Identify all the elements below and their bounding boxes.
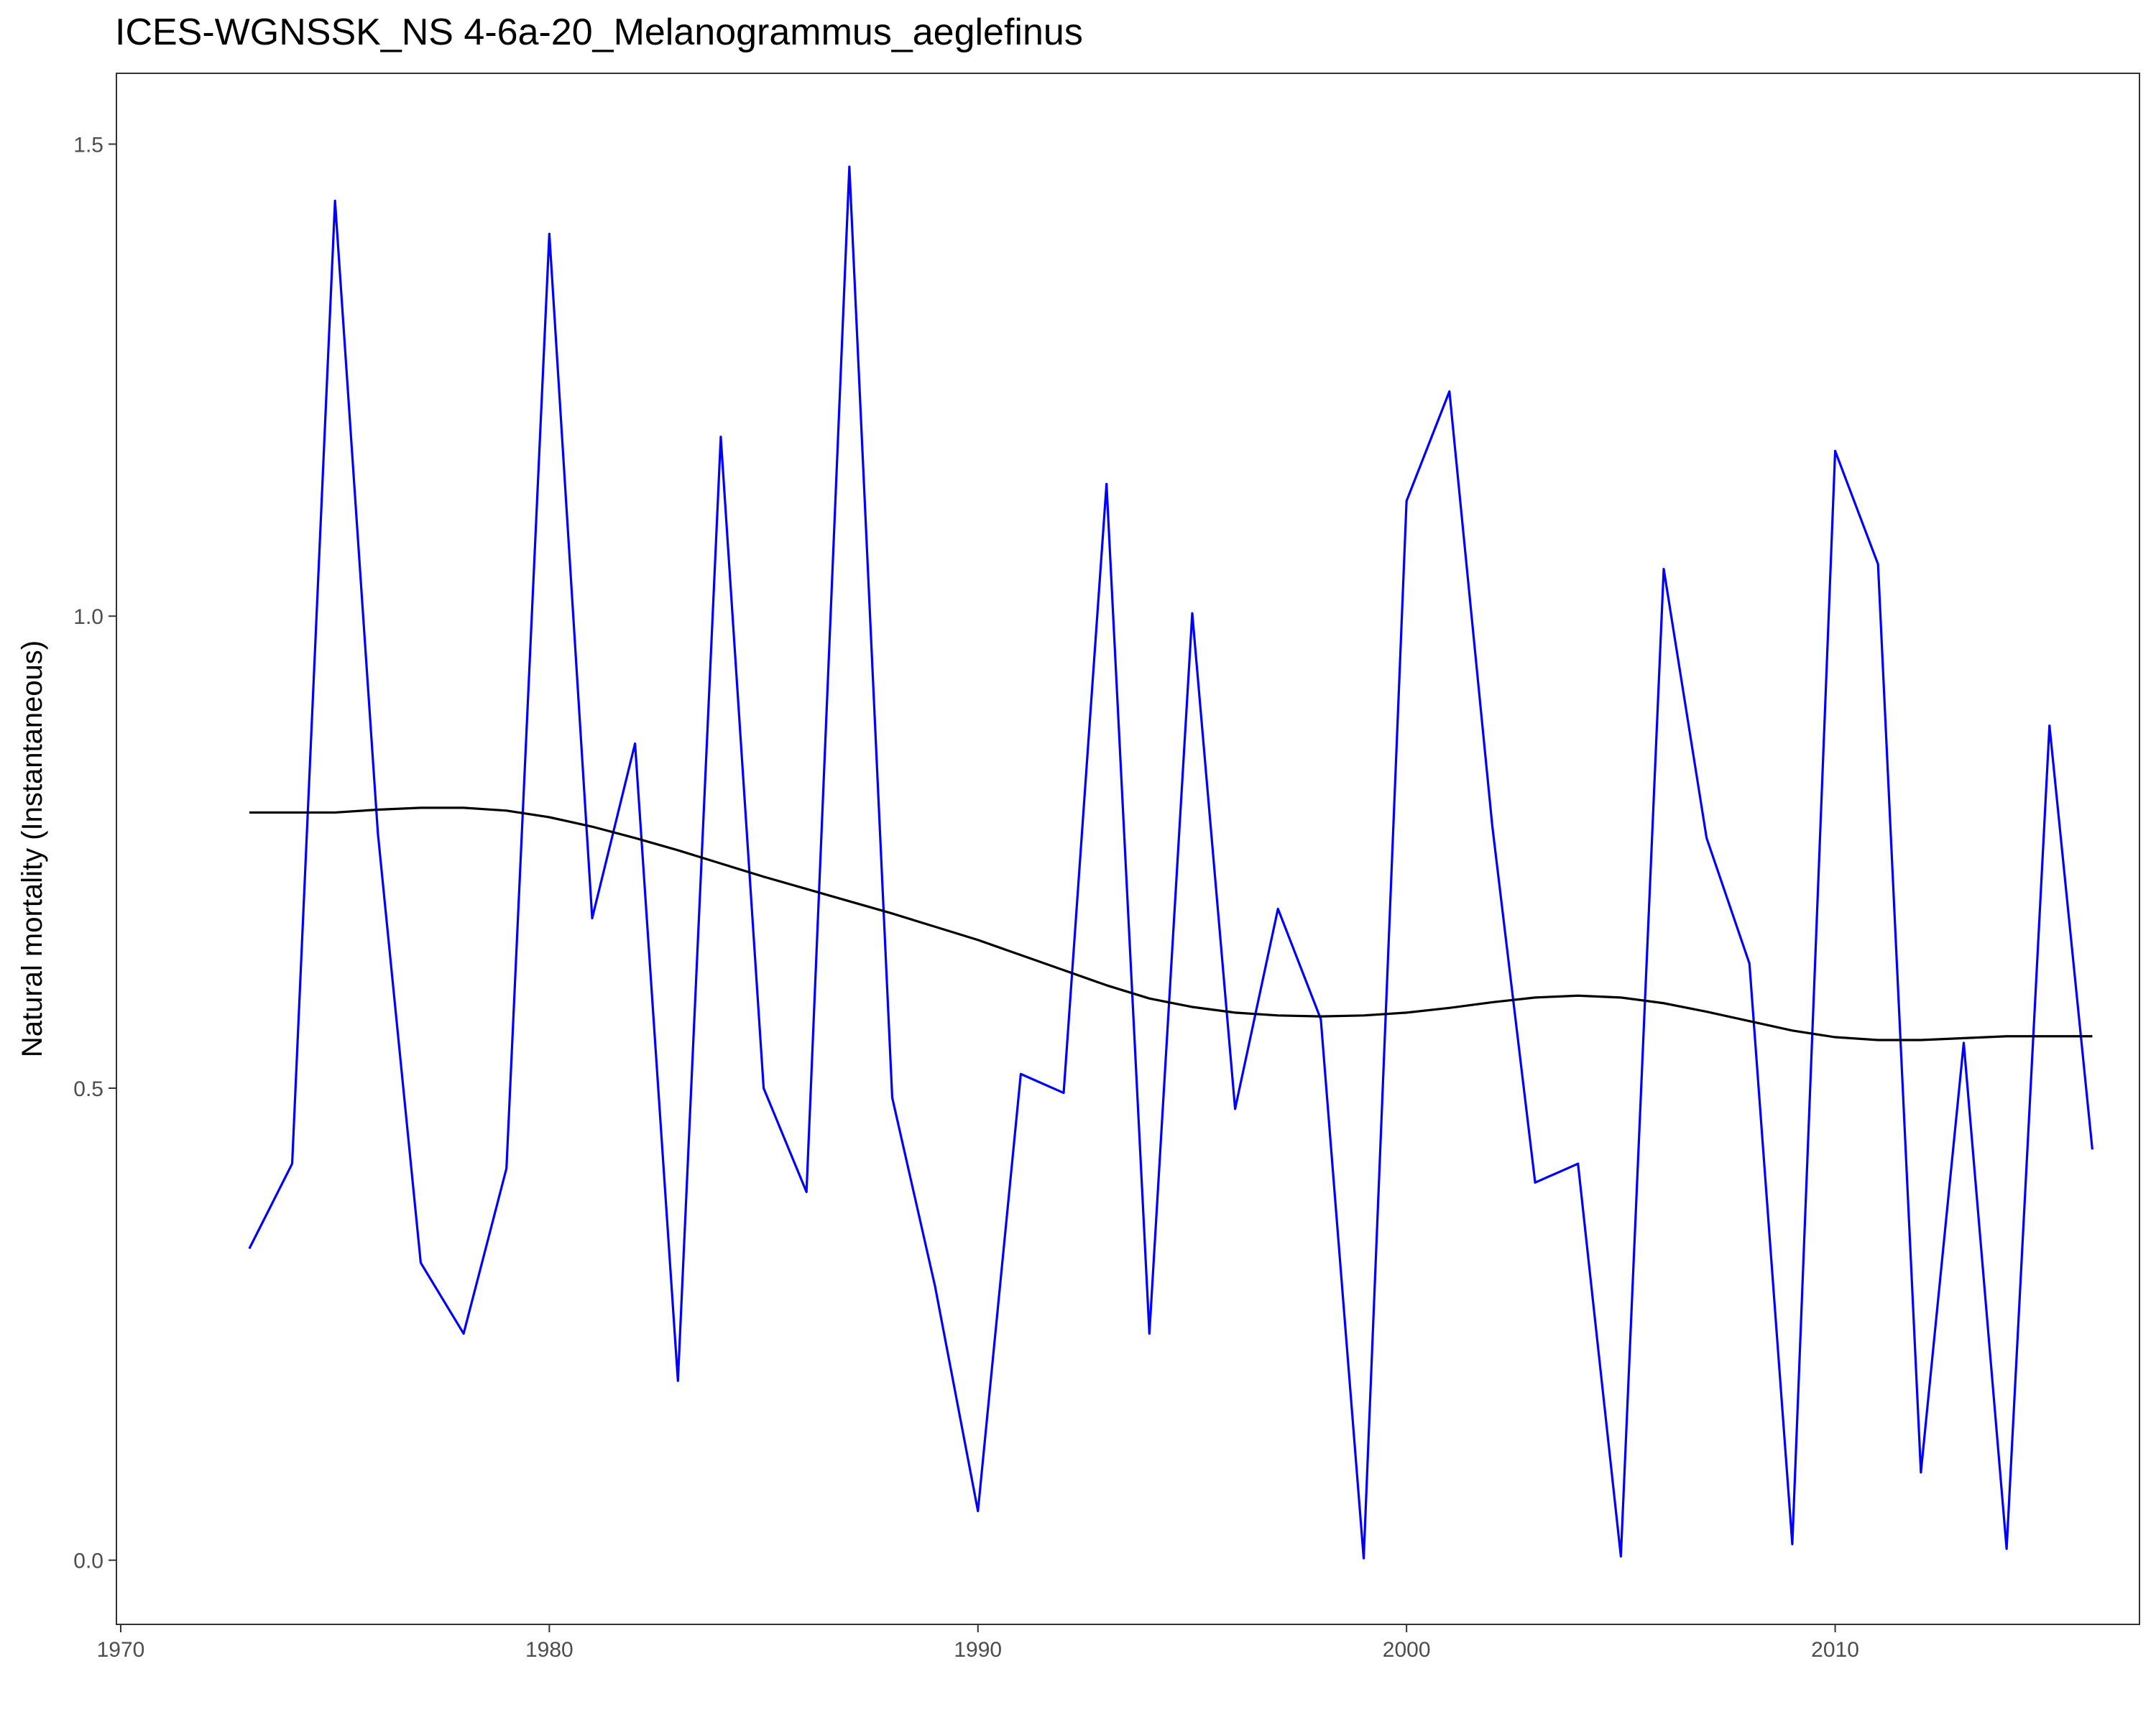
y-axis-title: Natural mortality (Instantaneous) [17,640,48,1057]
series-line-annual [248,165,2093,1560]
x-tick-label: 2010 [1811,1638,1859,1662]
y-tick-label: 1.5 [73,134,103,157]
plot-area: 1970 1980 1990 2000 2010 0.0 0.5 1.0 1.5 [73,73,2140,1662]
plot-panel-border [116,73,2140,1625]
x-tick-label: 1970 [97,1638,145,1662]
x-tick-label: 1990 [954,1638,1002,1662]
chart-title: ICES-WGNSSK_NS 4-6a-20_Melanogrammus_aeg… [115,12,1083,53]
y-tick-label: 0.5 [73,1077,103,1101]
y-tick-label: 1.0 [73,605,103,629]
series-line-smoothed [249,806,2093,1041]
y-tick-label: 0.0 [73,1550,103,1573]
x-tick-label: 2000 [1383,1638,1431,1662]
x-tick-label: 1980 [525,1638,573,1662]
